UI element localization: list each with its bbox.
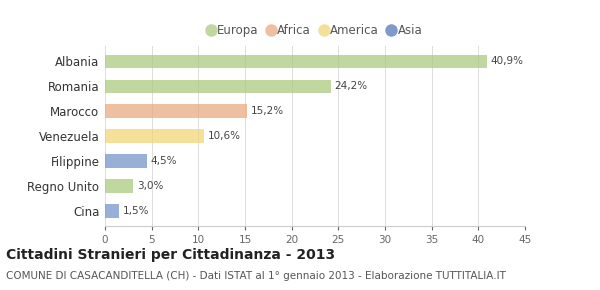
Bar [105, 129, 204, 143]
Text: 24,2%: 24,2% [335, 81, 368, 91]
Bar [105, 104, 247, 118]
Bar [105, 55, 487, 68]
Legend: Europa, Africa, America, Asia: Europa, Africa, America, Asia [208, 24, 422, 37]
Text: 4,5%: 4,5% [151, 156, 177, 166]
Text: 15,2%: 15,2% [251, 106, 284, 116]
Bar [105, 154, 147, 168]
Text: 3,0%: 3,0% [137, 181, 163, 191]
Text: COMUNE DI CASACANDITELLA (CH) - Dati ISTAT al 1° gennaio 2013 - Elaborazione TUT: COMUNE DI CASACANDITELLA (CH) - Dati IST… [6, 271, 506, 281]
Text: 1,5%: 1,5% [123, 206, 149, 216]
Text: Cittadini Stranieri per Cittadinanza - 2013: Cittadini Stranieri per Cittadinanza - 2… [6, 248, 335, 262]
Text: 10,6%: 10,6% [208, 131, 241, 141]
Bar [105, 179, 133, 193]
Text: 40,9%: 40,9% [490, 57, 523, 66]
Bar [105, 204, 119, 218]
Bar [105, 79, 331, 93]
